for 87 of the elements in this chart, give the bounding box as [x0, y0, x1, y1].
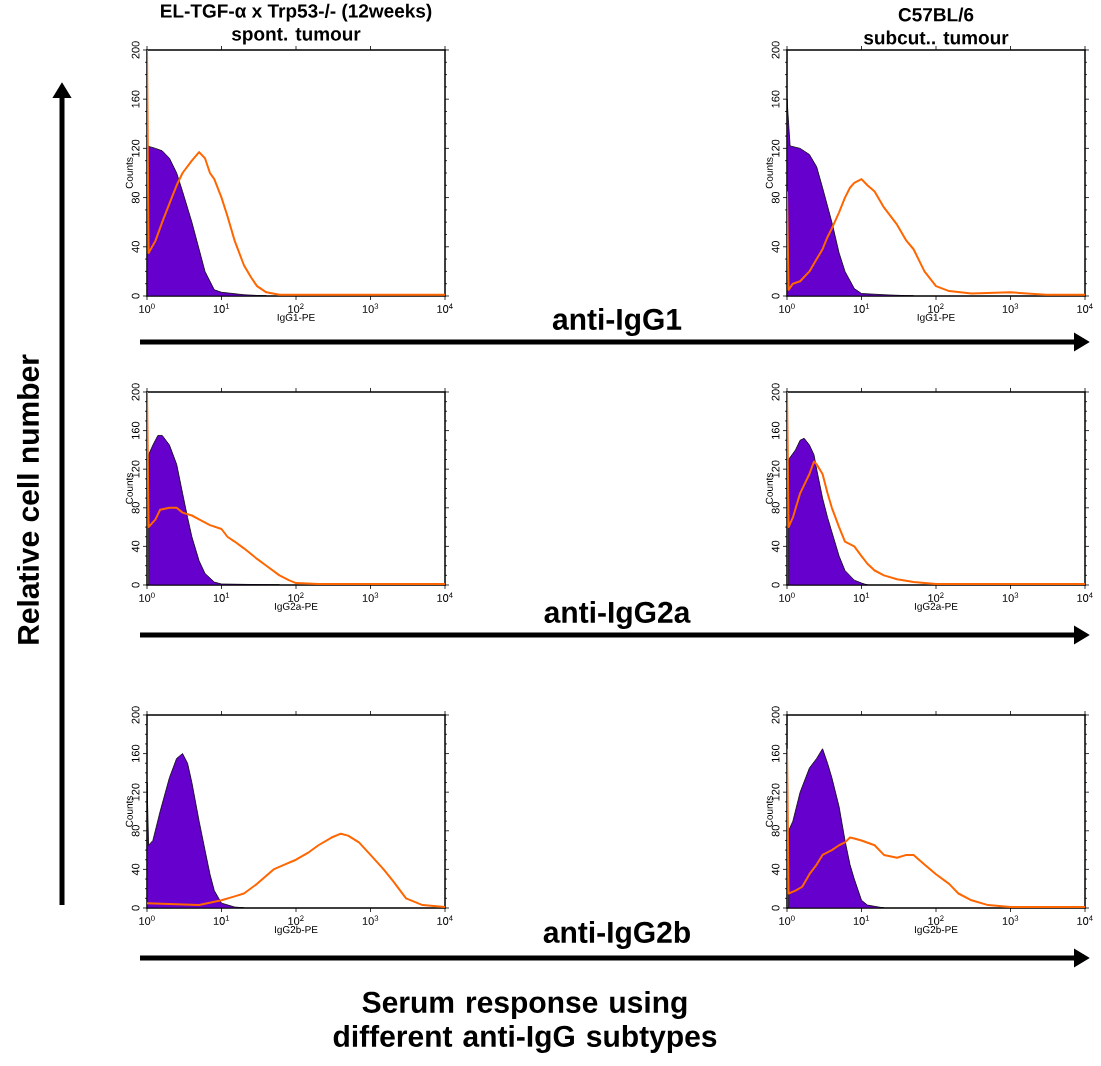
y-tick-label: 120 — [771, 783, 780, 801]
y-axis-title: Counts — [765, 157, 773, 189]
text: anti-IgG2b — [543, 920, 690, 950]
y-axis-title: Counts — [765, 796, 773, 827]
x-tick-label: 10$^{2}$ — [288, 915, 304, 925]
y-tick-label: 160 — [771, 744, 780, 762]
x-axis-title: IgG1-PE — [917, 313, 955, 323]
y-tick-label: 80 — [771, 502, 780, 514]
y-tick-label: 200 — [131, 383, 140, 401]
x-tick-label: 10$^{1}$ — [853, 592, 870, 602]
chart-subtitle: subcut.. tumour — [864, 30, 1009, 45]
x-tick-label: 10$^{3}$ — [362, 592, 379, 602]
y-tick-label: 40 — [771, 863, 780, 876]
y-tick-label: 0 — [131, 582, 140, 588]
y-tick-label: 80 — [131, 502, 140, 514]
y-tick-label: 80 — [131, 191, 140, 204]
y-tick-label: 80 — [131, 825, 140, 837]
y-tick-label: 0 — [771, 582, 780, 588]
y-tick-label: 160 — [771, 90, 780, 108]
chart-title: C57BL/6 — [898, 7, 974, 22]
text: Serum response using different anti-IgG subtypes — [333, 990, 717, 1054]
x-tick-label: 10$^{4}$ — [1077, 592, 1093, 602]
y-tick-label: 0 — [771, 905, 780, 911]
x-tick-label: 10$^{3}$ — [1002, 592, 1019, 602]
y-tick-label: 200 — [771, 41, 780, 59]
x-tick-label: 10$^{0}$ — [779, 915, 795, 925]
y-tick-label: 0 — [131, 905, 140, 911]
x-axis-title: IgG2b-PE — [914, 925, 958, 936]
x-tick-label: 10$^{2}$ — [928, 303, 944, 313]
x-tick-label: 10$^{0}$ — [139, 303, 155, 313]
x-tick-label: 10$^{4}$ — [437, 915, 453, 925]
y-tick-label: 40 — [131, 540, 140, 553]
x-tick-label: 10$^{1}$ — [213, 592, 230, 602]
x-axis-title: IgG2b-PE — [274, 925, 318, 936]
x-tick-label: 10$^{3}$ — [362, 915, 379, 925]
y-tick-label: 120 — [131, 783, 140, 801]
y-tick-label: 160 — [131, 421, 140, 439]
x-axis-title: IgG2a-PE — [914, 602, 958, 612]
text: Relative cell number — [16, 354, 40, 644]
y-tick-label: 0 — [771, 293, 780, 299]
y-tick-label: 200 — [131, 41, 140, 59]
y-tick-label: 200 — [771, 706, 780, 724]
y-tick-label: 80 — [771, 191, 780, 204]
x-tick-label: 10$^{4}$ — [1077, 915, 1093, 925]
y-tick-label: 120 — [131, 139, 140, 157]
x-tick-label: 10$^{4}$ — [1077, 303, 1093, 313]
y-tick-label: 160 — [131, 90, 140, 108]
x-tick-label: 10$^{0}$ — [139, 592, 155, 602]
y-tick-label: 200 — [771, 383, 780, 401]
y-tick-label: 40 — [131, 241, 140, 253]
x-tick-label: 10$^{2}$ — [928, 915, 944, 925]
y-tick-label: 0 — [131, 293, 140, 299]
y-tick-label: 160 — [131, 744, 140, 762]
text: anti-IgG1 — [552, 307, 682, 337]
y-tick-label: 40 — [131, 863, 140, 876]
y-axis-title: Counts — [125, 473, 133, 504]
text: anti-IgG2a — [544, 600, 691, 630]
y-axis-title: Counts — [765, 473, 773, 504]
x-tick-label: 10$^{3}$ — [1002, 303, 1019, 313]
x-tick-label: 10$^{0}$ — [779, 303, 795, 313]
x-tick-label: 10$^{4}$ — [437, 592, 453, 602]
x-tick-label: 10$^{1}$ — [213, 303, 230, 313]
chart-subtitle: spont. tumour — [231, 28, 361, 45]
x-tick-label: 10$^{4}$ — [437, 303, 453, 313]
y-axis-title: Counts — [125, 157, 133, 189]
x-axis-title: IgG1-PE — [277, 313, 315, 323]
x-tick-label: 10$^{2}$ — [288, 592, 304, 602]
y-tick-label: 40 — [771, 241, 780, 253]
y-tick-label: 160 — [771, 421, 780, 439]
x-tick-label: 10$^{1}$ — [213, 915, 230, 925]
x-tick-label: 10$^{2}$ — [288, 303, 304, 313]
x-tick-label: 10$^{3}$ — [1002, 915, 1019, 925]
x-tick-label: 10$^{3}$ — [362, 303, 379, 313]
x-tick-label: 10$^{1}$ — [853, 915, 870, 925]
y-axis-title: Counts — [125, 796, 133, 827]
y-tick-label: 120 — [771, 460, 780, 478]
y-tick-label: 40 — [771, 540, 780, 553]
y-tick-label: 120 — [131, 460, 140, 478]
x-tick-label: 10$^{0}$ — [779, 592, 795, 602]
x-tick-label: 10$^{1}$ — [853, 303, 870, 313]
x-tick-label: 10$^{0}$ — [139, 915, 155, 925]
x-tick-label: 10$^{2}$ — [928, 592, 944, 602]
y-tick-label: 120 — [771, 139, 780, 157]
chart-title: EL-TGF-α x Trp53-/- (12weeks) — [161, 3, 432, 22]
y-tick-label: 80 — [771, 825, 780, 837]
x-axis-title: IgG2a-PE — [274, 602, 318, 612]
y-tick-label: 200 — [131, 706, 140, 724]
